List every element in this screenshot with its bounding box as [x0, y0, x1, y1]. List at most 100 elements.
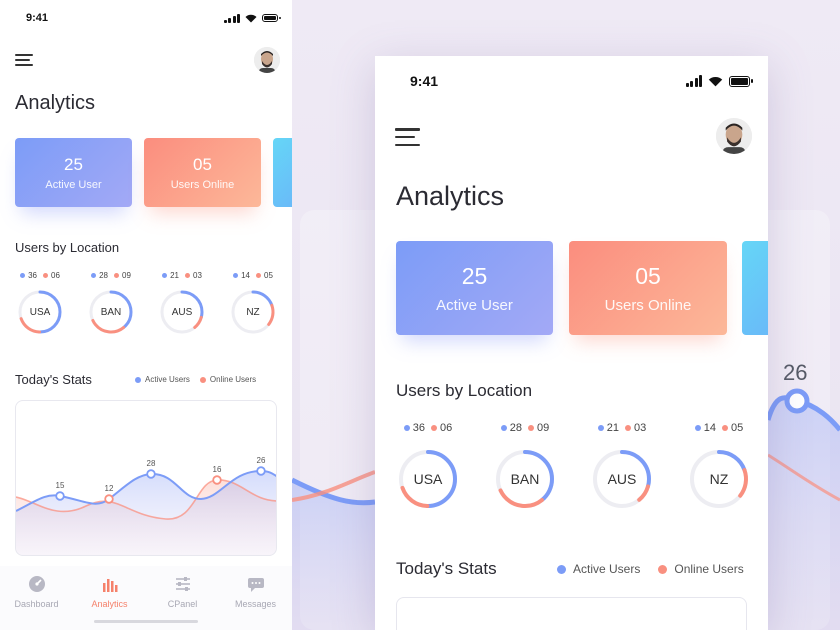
active-dot — [91, 273, 97, 279]
location-ring-svg — [18, 290, 62, 334]
location-item[interactable]: 28 09 BAN — [80, 271, 142, 335]
stats-legend-large: Active Users Online Users — [557, 562, 744, 576]
legend-online-label: Online Users — [209, 375, 257, 384]
battery-icon — [729, 75, 753, 87]
online-dot — [256, 273, 261, 279]
stats-chart: 15 12 28 16 26 — [15, 400, 277, 556]
location-online-value: 03 — [634, 422, 647, 434]
location-active-value: 36 — [412, 422, 425, 434]
location-legend: 14 05 — [222, 271, 284, 280]
users-online-card[interactable]: 05 Users Online — [144, 138, 261, 207]
location-active-count: 28 — [91, 271, 108, 280]
stats-heading: Today's Stats — [15, 372, 92, 387]
active-user-card-large[interactable]: 25 Active User — [396, 241, 553, 335]
location-active-count: 21 — [162, 271, 179, 280]
location-active-value: 36 — [28, 271, 37, 280]
location-active-count: 14 — [694, 422, 716, 434]
location-online-count: 05 — [256, 271, 273, 280]
location-item[interactable]: 36 06 USA — [9, 271, 71, 335]
location-online-count: 03 — [185, 271, 202, 280]
ring-online-arc — [231, 290, 275, 334]
menu-button[interactable] — [15, 54, 33, 66]
tab-analytics[interactable]: Analytics — [73, 566, 146, 630]
location-legend: 28 09 — [486, 422, 564, 434]
active-dot — [20, 273, 26, 279]
tab-cpanel[interactable]: CPanel — [146, 566, 219, 630]
dashboard-icon — [28, 575, 46, 593]
signal-icon — [223, 13, 240, 23]
status-icons — [223, 13, 281, 23]
chart-point-label: 26 — [257, 456, 266, 465]
location-online-value: 05 — [731, 422, 744, 434]
legend-active-label-large: Active Users — [573, 562, 641, 576]
location-ring: AUS — [159, 289, 205, 335]
location-ring-svg — [593, 450, 651, 508]
active-dot — [694, 425, 701, 432]
next-card-peek[interactable] — [273, 138, 292, 207]
location-online-count: 06 — [43, 271, 60, 280]
location-online-value: 06 — [51, 271, 60, 280]
location-item[interactable]: 14 05 NZ — [222, 271, 284, 335]
legend-active-label: Active Users — [145, 375, 190, 384]
stats-chart-svg: 15 12 28 16 26 — [16, 456, 276, 555]
location-ring-svg — [89, 290, 133, 334]
users-online-card-large[interactable]: 05 Users Online — [569, 241, 727, 335]
tab-analytics-label: Analytics — [91, 599, 128, 609]
location-active-value: 28 — [509, 422, 522, 434]
location-item[interactable]: 36 06 USA — [389, 422, 467, 510]
chart-point-label: 12 — [105, 484, 114, 493]
chart-point[interactable] — [256, 466, 266, 476]
location-legend: 28 09 — [80, 271, 142, 280]
user-avatar-icon — [716, 118, 752, 154]
chart-point-label: 15 — [56, 481, 65, 490]
location-active-count: 14 — [233, 271, 250, 280]
menu-button-large[interactable] — [395, 128, 420, 146]
location-ring: USA — [397, 448, 459, 510]
chart-point[interactable] — [146, 469, 156, 479]
online-dot — [43, 273, 48, 279]
sliders-icon — [174, 575, 192, 593]
page-title: Analytics — [15, 92, 96, 114]
chart-point[interactable] — [212, 475, 222, 485]
location-item[interactable]: 28 09 BAN — [486, 422, 564, 510]
location-heading: Users by Location — [15, 240, 120, 255]
ring-online-arc — [690, 450, 748, 508]
avatar[interactable] — [254, 47, 280, 73]
home-indicator — [94, 620, 198, 623]
ring-online-arc — [160, 290, 204, 334]
location-online-count: 05 — [722, 422, 743, 434]
next-card-peek-large[interactable] — [742, 241, 768, 335]
location-item[interactable]: 14 05 NZ — [680, 422, 758, 510]
location-legend: 36 06 — [9, 271, 71, 280]
location-online-value: 06 — [440, 422, 453, 434]
chart-point[interactable] — [55, 491, 65, 501]
tab-bar: Dashboard Analytics CPanel Messages — [0, 566, 292, 630]
analytics-icon — [101, 575, 119, 593]
location-online-value: 05 — [264, 271, 273, 280]
chart-point-label: 28 — [147, 459, 156, 468]
active-dot — [233, 273, 239, 279]
location-active-value: 28 — [99, 271, 108, 280]
legend-active-large: Active Users — [557, 562, 640, 576]
location-legend: 36 06 — [389, 422, 467, 434]
location-heading-large: Users by Location — [396, 381, 533, 400]
location-active-count: 28 — [500, 422, 522, 434]
location-item[interactable]: 21 03 AUS — [583, 422, 661, 510]
active-dot — [500, 425, 507, 432]
active-dot — [162, 273, 168, 279]
tab-dashboard[interactable]: Dashboard — [0, 566, 73, 630]
location-ring-svg — [496, 450, 554, 508]
online-dot — [625, 425, 631, 432]
chart-point[interactable] — [104, 494, 114, 504]
ring-active-arc — [231, 290, 275, 334]
tab-messages[interactable]: Messages — [219, 566, 292, 630]
users-online-label-large: Users Online — [604, 297, 692, 314]
messages-icon — [247, 575, 265, 593]
users-online-count-large: 05 — [635, 263, 661, 289]
avatar-large[interactable] — [716, 118, 752, 154]
legend-active-dot — [557, 564, 566, 574]
location-item[interactable]: 21 03 AUS — [151, 271, 213, 335]
location-active-count: 36 — [403, 422, 425, 434]
status-bar-large: 9:41 — [375, 56, 768, 106]
active-user-card[interactable]: 25 Active User — [15, 138, 132, 207]
